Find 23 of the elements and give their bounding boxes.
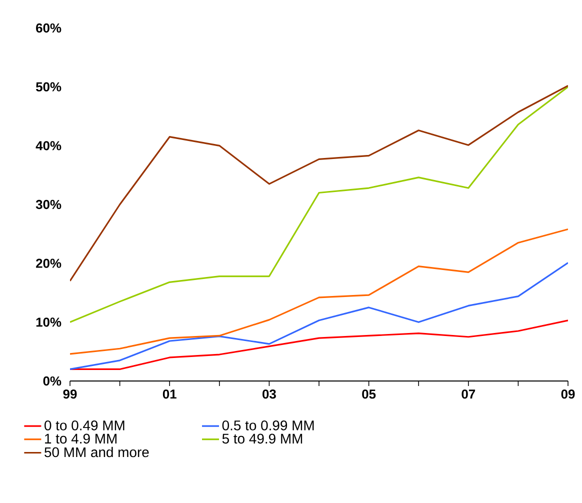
x-tick-label: 99: [63, 390, 77, 399]
y-tick-label: 20%: [36, 258, 62, 268]
legend-label: 0 to 0.49 MM: [44, 420, 124, 430]
y-tick-label: 40%: [36, 141, 62, 150]
y-tick-label: 60%: [36, 23, 62, 33]
legend-label: 50 MM and more: [44, 446, 149, 458]
line-series: [70, 262, 568, 370]
y-tick-label: 50%: [36, 82, 62, 92]
legend-label: 1 to 4.9 MM: [45, 434, 116, 444]
y-tick-label: 0%: [43, 376, 62, 386]
y-tick-label: 30%: [36, 200, 62, 210]
y-tick-label: 10%: [36, 318, 62, 327]
x-tick-label: 01: [162, 390, 176, 399]
legend-label: 5 to 49.9 MM: [222, 434, 302, 444]
x-tick-label: 05: [362, 390, 376, 399]
x-tick-label: 09: [561, 390, 575, 399]
x-tick-label: 07: [462, 390, 476, 399]
line-series: [70, 228, 568, 355]
legend-label: 0.5 to 0.99 MM: [222, 420, 314, 430]
line-series: [70, 84, 568, 282]
line-series: [70, 86, 568, 323]
line-series: [70, 320, 568, 370]
x-tick-label: 03: [262, 390, 276, 399]
